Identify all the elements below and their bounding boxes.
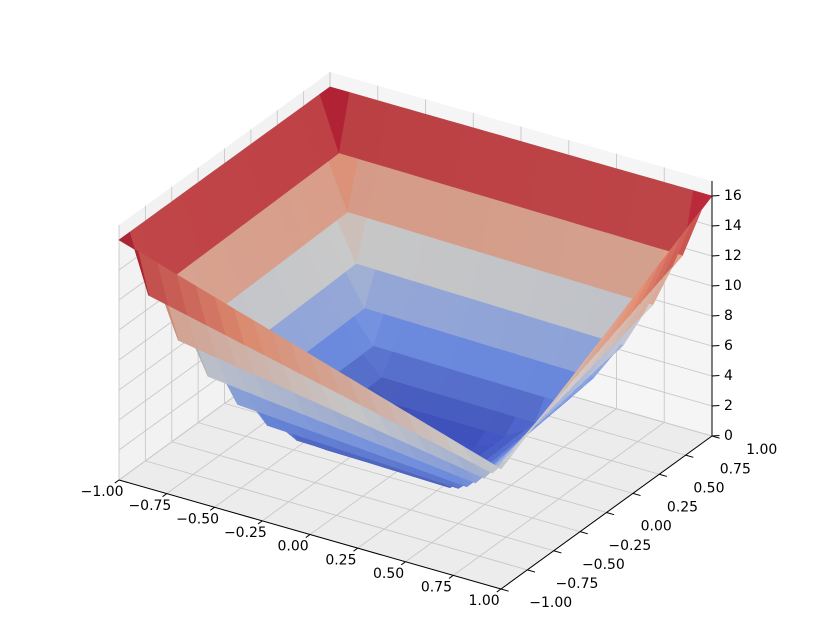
x-tick-mark bbox=[162, 493, 168, 498]
x-tick-label: −1.00 bbox=[81, 484, 124, 500]
z-tick-mark bbox=[711, 284, 720, 287]
y-tick-mark bbox=[527, 569, 536, 573]
x-tick-mark bbox=[448, 574, 454, 579]
x-tick-label: 1.00 bbox=[469, 593, 500, 609]
y-tick-mark bbox=[500, 588, 509, 592]
x-tick-label: 0.50 bbox=[373, 566, 404, 582]
x-tick-mark bbox=[209, 506, 215, 511]
gridline-y-floor bbox=[171, 441, 554, 552]
surface-mesh bbox=[118, 86, 713, 489]
x-tick-label: 0.00 bbox=[278, 539, 309, 555]
y-tick-mark bbox=[659, 473, 668, 477]
z-tick-label: 16 bbox=[724, 188, 742, 204]
x-tick-label: −0.75 bbox=[128, 498, 171, 514]
x-tick-mark bbox=[257, 520, 263, 525]
y-tick-label: 1.00 bbox=[746, 442, 777, 458]
y-tick-mark bbox=[553, 550, 562, 554]
x-tick-label: 0.75 bbox=[421, 580, 452, 596]
z-tick-label: 10 bbox=[724, 278, 742, 294]
y-tick-label: −1.00 bbox=[529, 595, 572, 611]
x-tick-mark bbox=[114, 479, 120, 484]
y-tick-label: 0.25 bbox=[667, 500, 698, 516]
y-axis-ticks: −1.00 −0.75 −0.50 −0.25 0.00 0.25 0.50 0.75 1.00 bbox=[500, 435, 777, 611]
y-tick-label: 0.00 bbox=[641, 519, 672, 535]
z-tick-mark bbox=[711, 194, 720, 197]
y-tick-label: −0.50 bbox=[582, 557, 625, 573]
y-tick-label: −0.25 bbox=[608, 538, 651, 554]
z-tick-mark bbox=[711, 344, 720, 347]
z-tick-mark bbox=[711, 224, 720, 227]
x-tick-label: 0.25 bbox=[325, 552, 356, 568]
x-tick-label: −0.25 bbox=[224, 525, 267, 541]
z-tick-label: 0 bbox=[724, 428, 733, 444]
z-tick-mark bbox=[711, 314, 720, 317]
x-tick-label: −0.50 bbox=[176, 512, 219, 528]
x-tick-mark bbox=[353, 547, 359, 552]
z-tick-mark bbox=[711, 434, 720, 437]
y-tick-mark bbox=[685, 454, 694, 458]
x-tick-mark bbox=[305, 534, 311, 538]
y-tick-mark bbox=[632, 492, 641, 497]
z-tick-label: 6 bbox=[724, 338, 733, 354]
z-tick-label: 14 bbox=[724, 218, 742, 234]
z-tick-mark bbox=[711, 404, 720, 407]
surface-facet bbox=[118, 231, 149, 296]
z-tick-label: 4 bbox=[724, 368, 733, 384]
y-tick-mark bbox=[579, 531, 588, 535]
x-axis-ticks: −1.00−0.75 −0.50 −0.25 0.00 0.25 0.50 0.75 1.00 bbox=[81, 479, 502, 609]
z-axis-ticks: 0 2 4 6 8 10 12 14 16 bbox=[711, 188, 742, 444]
gridline-y-floor bbox=[198, 422, 581, 533]
z-tick-mark bbox=[711, 374, 720, 377]
z-tick-label: 8 bbox=[724, 308, 733, 324]
z-tick-mark bbox=[711, 254, 720, 257]
z-tick-label: 2 bbox=[724, 398, 733, 414]
y-tick-mark bbox=[606, 512, 615, 516]
y-tick-label: 0.50 bbox=[693, 480, 724, 496]
x-tick-mark bbox=[400, 561, 406, 566]
y-tick-label: −0.75 bbox=[556, 576, 599, 592]
x-tick-mark bbox=[496, 588, 502, 593]
gridline-y-floor bbox=[145, 460, 528, 571]
y-tick-label: 0.75 bbox=[720, 461, 751, 477]
z-tick-label: 12 bbox=[724, 248, 742, 264]
